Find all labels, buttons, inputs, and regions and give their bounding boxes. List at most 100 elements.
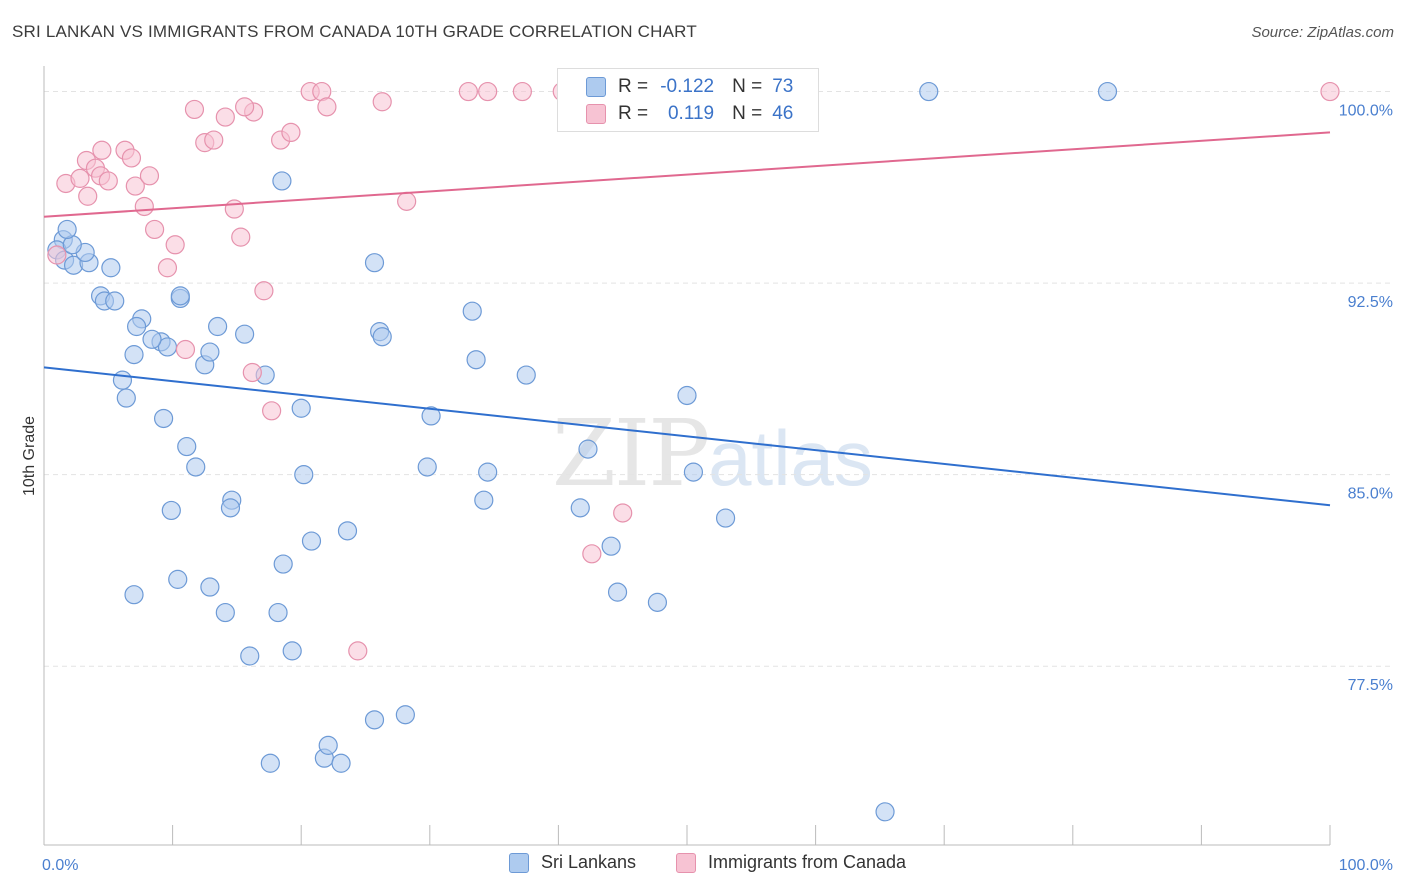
watermark-zip: ZIP	[552, 400, 710, 507]
point-sri-lankans	[337, 521, 358, 541]
legend-item-sri-lankans[interactable]: Sri Lankans	[509, 852, 636, 873]
point-immigrants-canada	[582, 544, 602, 564]
point-sri-lankans	[282, 641, 302, 661]
point-sri-lankans	[112, 370, 133, 390]
legend-r-value: 0.119	[667, 103, 715, 124]
legend-r-value: -0.122	[660, 76, 715, 97]
point-sri-lankans	[124, 585, 144, 605]
point-immigrants-canada	[70, 168, 90, 188]
point-immigrants-canada	[458, 81, 478, 102]
legend-row-immigrants-canada: R = 0.119 N = 46	[586, 102, 793, 126]
point-sri-lankans	[478, 462, 498, 482]
point-sri-lankans	[170, 286, 190, 306]
point-sri-lankans	[168, 569, 188, 589]
point-sri-lankans	[142, 329, 162, 349]
point-sri-lankans	[153, 408, 174, 429]
point-sri-lankans	[220, 498, 241, 518]
point-sri-lankans	[235, 324, 255, 344]
point-sri-lankans	[177, 436, 197, 457]
point-sri-lankans	[647, 592, 668, 612]
point-sri-lankans	[57, 219, 77, 240]
legend-n-label: N =	[732, 76, 763, 97]
point-immigrants-canada	[372, 92, 392, 112]
legend-label-sri-lankans: Sri Lankans	[541, 852, 637, 872]
point-immigrants-canada	[134, 196, 154, 217]
legend-n-value: 73	[772, 76, 794, 97]
point-sri-lankans	[462, 301, 482, 321]
point-sri-lankans	[919, 81, 939, 102]
point-immigrants-canada	[184, 99, 205, 120]
legend-row-sri-lankans: R = -0.122 N = 73	[586, 75, 793, 99]
trend-line-immigrants-canada	[43, 131, 1331, 218]
series-immigrants-canada	[47, 81, 1340, 661]
point-immigrants-canada	[157, 258, 178, 278]
point-sri-lankans	[240, 646, 260, 666]
point-sri-lankans	[116, 388, 136, 408]
point-immigrants-canada	[1320, 81, 1340, 102]
point-immigrants-canada	[175, 339, 196, 360]
point-immigrants-canada	[98, 171, 118, 191]
x-tick-label: 100.0%	[1339, 857, 1393, 874]
point-sri-lankans	[200, 577, 220, 597]
point-immigrants-canada	[254, 281, 274, 301]
point-sri-lankans	[474, 490, 494, 510]
trend-lines	[43, 131, 1331, 507]
point-sri-lankans	[301, 531, 322, 551]
trend-line-sri-lankans	[43, 366, 1331, 507]
point-sri-lankans	[578, 439, 598, 459]
point-sri-lankans	[715, 508, 736, 528]
point-immigrants-canada	[242, 362, 262, 383]
data-points	[47, 81, 1340, 822]
point-sri-lankans	[273, 554, 293, 574]
legend-swatch-pink	[676, 852, 696, 873]
point-immigrants-canada	[235, 97, 255, 117]
point-immigrants-canada	[224, 199, 244, 219]
point-sri-lankans	[126, 316, 147, 337]
y-tick-label: 77.5%	[1348, 677, 1393, 694]
point-immigrants-canada	[139, 166, 160, 186]
point-immigrants-canada	[215, 107, 235, 127]
point-sri-lankans	[161, 500, 181, 521]
source-credit: Source: ZipAtlas.com	[1251, 24, 1394, 41]
watermark-atlas: atlas	[708, 414, 873, 502]
axes	[43, 66, 1331, 846]
point-sri-lankans	[101, 258, 121, 278]
legend-label-immigrants-canada: Immigrants from Canada	[708, 852, 907, 872]
correlation-legend: R = -0.122 N = 73 R = 0.119 N = 46	[557, 68, 819, 132]
point-sri-lankans	[272, 171, 292, 191]
point-sri-lankans	[417, 457, 437, 477]
x-tick-label: 0.0%	[42, 857, 78, 874]
y-tick-label: 92.5%	[1348, 294, 1393, 311]
point-sri-lankans	[268, 602, 288, 623]
point-sri-lankans	[677, 385, 697, 406]
y-tick-label: 85.0%	[1348, 486, 1393, 503]
series-legend: Sri Lankans Immigrants from Canada	[0, 852, 1406, 878]
point-sri-lankans	[124, 345, 144, 365]
legend-item-immigrants-canada[interactable]: Immigrants from Canada	[676, 852, 906, 873]
series-sri-lankans	[47, 81, 1118, 822]
point-immigrants-canada	[478, 81, 498, 102]
legend-swatch-blue	[509, 852, 529, 873]
point-immigrants-canada	[125, 176, 145, 196]
point-immigrants-canada	[231, 227, 251, 247]
point-sri-lankans	[208, 316, 228, 337]
watermark: ZIPatlas	[552, 400, 873, 507]
point-sri-lankans	[364, 253, 385, 273]
point-immigrants-canada	[121, 148, 142, 168]
point-immigrants-canada	[348, 641, 368, 661]
point-immigrants-canada	[144, 219, 165, 240]
point-sri-lankans	[683, 462, 704, 482]
legend-n-value: 46	[772, 103, 794, 124]
point-sri-lankans	[875, 802, 895, 822]
point-sri-lankans	[294, 465, 314, 485]
tick-labels: 77.5% 85.0% 92.5% 100.0% 0.0% 100.0%	[42, 103, 1393, 874]
chart-title: SRI LANKAN VS IMMIGRANTS FROM CANADA 10T…	[12, 22, 697, 41]
point-immigrants-canada	[317, 97, 337, 117]
point-sri-lankans	[105, 291, 125, 311]
point-immigrants-canada	[78, 186, 98, 206]
point-sri-lankans	[364, 710, 385, 730]
point-sri-lankans	[607, 582, 628, 602]
legend-n-label: N =	[732, 103, 763, 124]
point-sri-lankans	[466, 350, 486, 370]
